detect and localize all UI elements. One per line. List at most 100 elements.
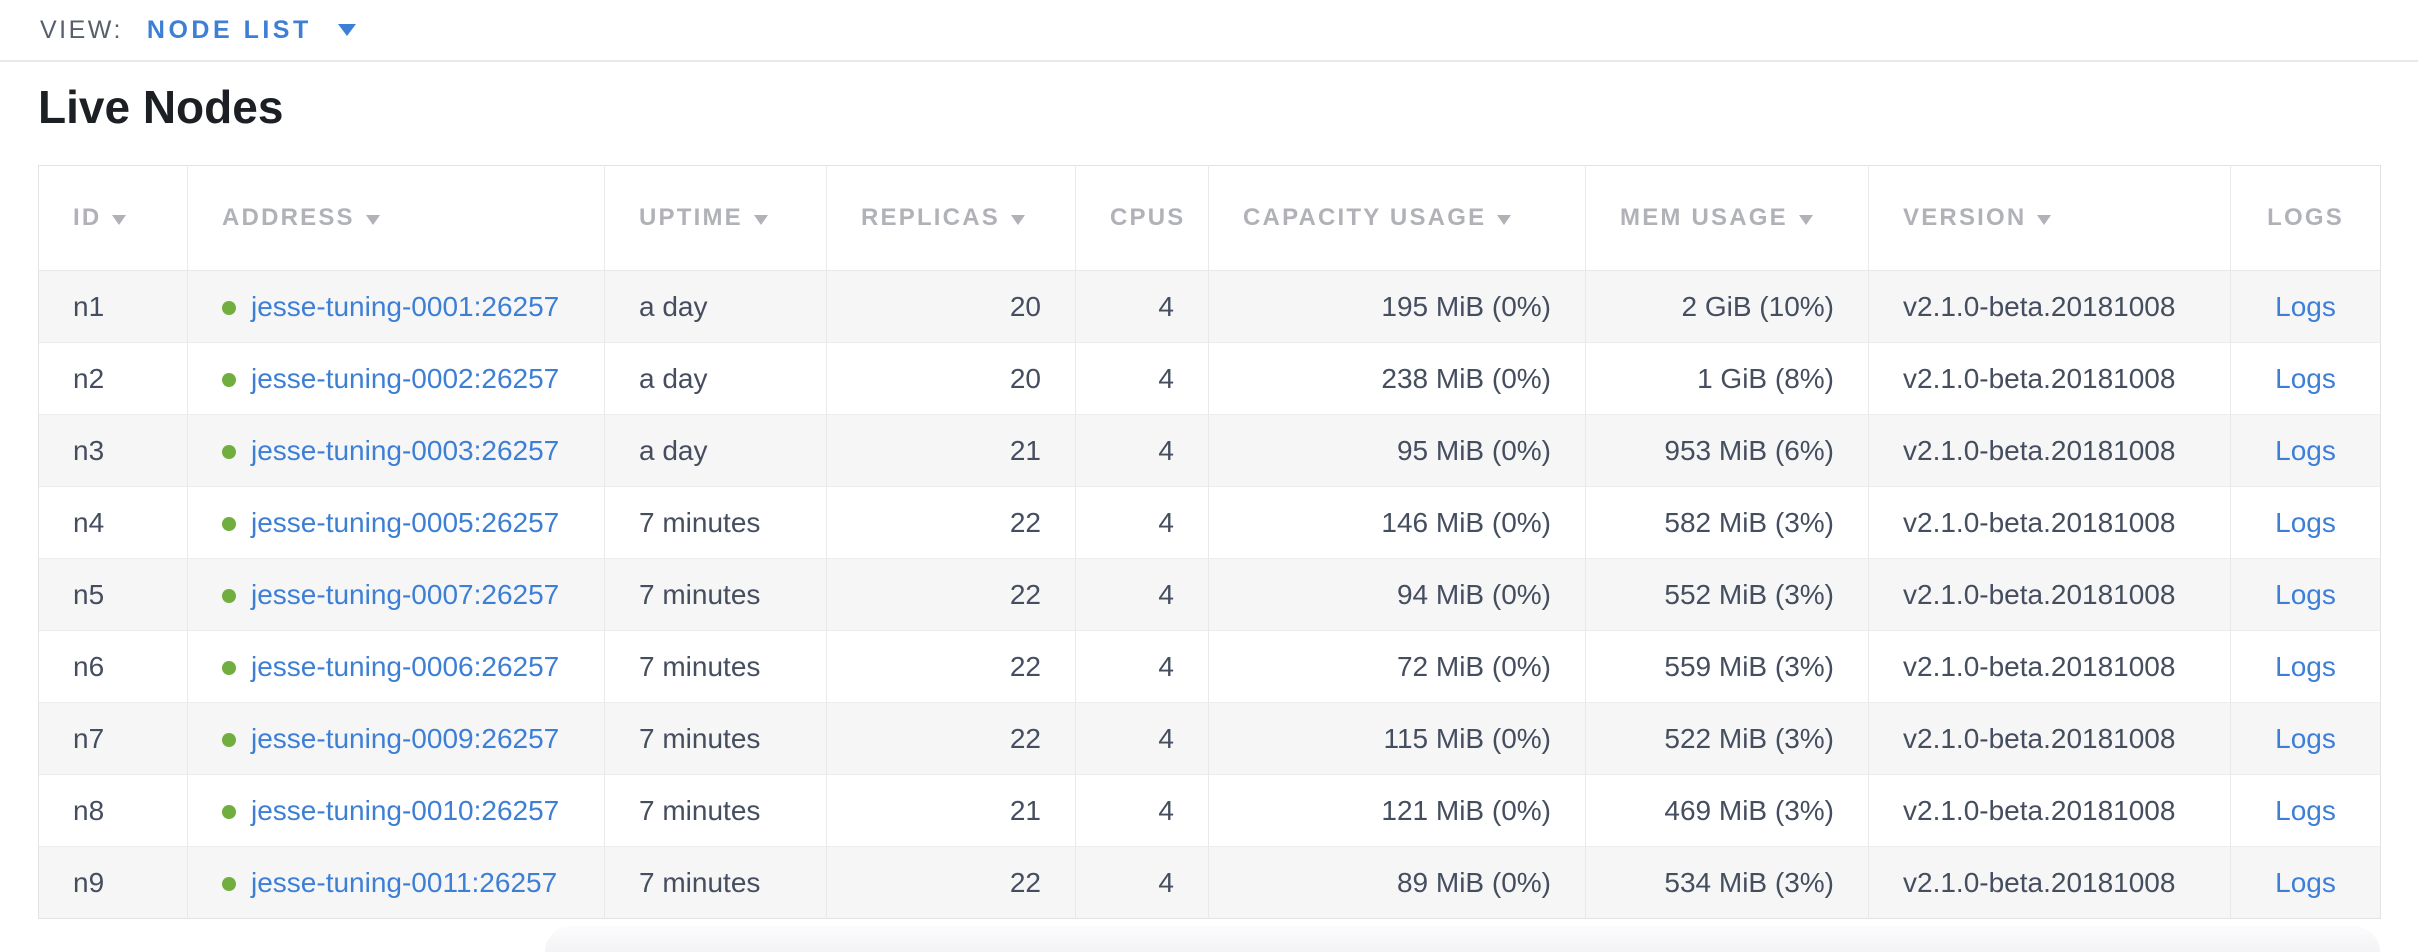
node-id-cell: n7: [39, 703, 188, 775]
view-select-value: NODE LIST: [147, 16, 312, 45]
status-dot-icon: [222, 301, 236, 315]
status-dot-icon: [222, 589, 236, 603]
node-id-cell: n9: [39, 847, 188, 919]
table-row: n4 jesse-tuning-0005:26257 7 minutes 22 …: [39, 487, 2381, 559]
node-uptime-cell: a day: [605, 271, 827, 343]
node-logs-link[interactable]: Logs: [2275, 291, 2336, 322]
node-mem-cell: 1 GiB (8%): [1586, 343, 1869, 415]
node-mem-cell: 2 GiB (10%): [1586, 271, 1869, 343]
column-header-replicas[interactable]: REPLICAS: [827, 166, 1076, 271]
sort-arrow-icon: [366, 215, 380, 225]
node-cpus-cell: 4: [1076, 271, 1209, 343]
node-address-link[interactable]: jesse-tuning-0003:26257: [251, 435, 559, 466]
status-dot-icon: [222, 661, 236, 675]
node-logs-link[interactable]: Logs: [2275, 795, 2336, 826]
node-version-cell: v2.1.0-beta.20181008: [1869, 415, 2231, 487]
node-uptime-cell: 7 minutes: [605, 487, 827, 559]
node-address-link[interactable]: jesse-tuning-0002:26257: [251, 363, 559, 394]
sort-arrow-icon: [1011, 215, 1025, 225]
node-logs-cell: Logs: [2231, 775, 2381, 847]
node-cpus-cell: 4: [1076, 703, 1209, 775]
sort-arrow-icon: [2037, 215, 2051, 225]
node-mem-cell: 534 MiB (3%): [1586, 847, 1869, 919]
node-capacity-cell: 146 MiB (0%): [1209, 487, 1586, 559]
view-select-dropdown[interactable]: NODE LIST: [147, 16, 356, 45]
node-address-cell: jesse-tuning-0001:26257: [188, 271, 605, 343]
node-address-cell: jesse-tuning-0011:26257: [188, 847, 605, 919]
page-title: Live Nodes: [38, 84, 2418, 130]
status-dot-icon: [222, 805, 236, 819]
table-row: n2 jesse-tuning-0002:26257 a day 20 4 23…: [39, 343, 2381, 415]
node-uptime-cell: a day: [605, 415, 827, 487]
sort-arrow-icon: [112, 215, 126, 225]
node-logs-link[interactable]: Logs: [2275, 723, 2336, 754]
column-header-mem-usage[interactable]: MEM USAGE: [1586, 166, 1869, 271]
node-address-cell: jesse-tuning-0005:26257: [188, 487, 605, 559]
node-id-cell: n8: [39, 775, 188, 847]
chevron-down-icon: [338, 24, 356, 36]
node-version-cell: v2.1.0-beta.20181008: [1869, 775, 2231, 847]
node-mem-cell: 582 MiB (3%): [1586, 487, 1869, 559]
node-address-link[interactable]: jesse-tuning-0006:26257: [251, 651, 559, 682]
node-logs-link[interactable]: Logs: [2275, 651, 2336, 682]
node-cpus-cell: 4: [1076, 487, 1209, 559]
node-logs-link[interactable]: Logs: [2275, 435, 2336, 466]
node-logs-link[interactable]: Logs: [2275, 867, 2336, 898]
node-logs-link[interactable]: Logs: [2275, 507, 2336, 538]
node-version-cell: v2.1.0-beta.20181008: [1869, 631, 2231, 703]
node-address-cell: jesse-tuning-0003:26257: [188, 415, 605, 487]
node-id-cell: n4: [39, 487, 188, 559]
node-mem-cell: 469 MiB (3%): [1586, 775, 1869, 847]
node-address-link[interactable]: jesse-tuning-0005:26257: [251, 507, 559, 538]
node-cpus-cell: 4: [1076, 847, 1209, 919]
node-cpus-cell: 4: [1076, 775, 1209, 847]
node-version-cell: v2.1.0-beta.20181008: [1869, 703, 2231, 775]
column-header-uptime[interactable]: UPTIME: [605, 166, 827, 271]
node-logs-cell: Logs: [2231, 487, 2381, 559]
node-id-cell: n5: [39, 559, 188, 631]
column-header-address[interactable]: ADDRESS: [188, 166, 605, 271]
node-address-link[interactable]: jesse-tuning-0007:26257: [251, 579, 559, 610]
node-capacity-cell: 121 MiB (0%): [1209, 775, 1586, 847]
view-bar: VIEW: NODE LIST: [0, 0, 2418, 62]
node-logs-link[interactable]: Logs: [2275, 363, 2336, 394]
node-mem-cell: 552 MiB (3%): [1586, 559, 1869, 631]
node-logs-cell: Logs: [2231, 415, 2381, 487]
node-mem-cell: 559 MiB (3%): [1586, 631, 1869, 703]
node-address-link[interactable]: jesse-tuning-0001:26257: [251, 291, 559, 322]
table-header-row: ID ADDRESS UPTIME REPLICAS CPUS CAPACITY…: [39, 166, 2381, 271]
node-logs-link[interactable]: Logs: [2275, 579, 2336, 610]
table-row: n3 jesse-tuning-0003:26257 a day 21 4 95…: [39, 415, 2381, 487]
node-logs-cell: Logs: [2231, 271, 2381, 343]
node-cpus-cell: 4: [1076, 631, 1209, 703]
node-version-cell: v2.1.0-beta.20181008: [1869, 487, 2231, 559]
node-address-link[interactable]: jesse-tuning-0009:26257: [251, 723, 559, 754]
sort-arrow-icon: [1497, 215, 1511, 225]
sort-arrow-icon: [1799, 215, 1813, 225]
status-dot-icon: [222, 373, 236, 387]
status-dot-icon: [222, 877, 236, 891]
status-dot-icon: [222, 733, 236, 747]
status-dot-icon: [222, 445, 236, 459]
node-address-cell: jesse-tuning-0006:26257: [188, 631, 605, 703]
column-header-version[interactable]: VERSION: [1869, 166, 2231, 271]
node-uptime-cell: a day: [605, 343, 827, 415]
node-address-link[interactable]: jesse-tuning-0010:26257: [251, 795, 559, 826]
node-uptime-cell: 7 minutes: [605, 775, 827, 847]
column-header-capacity-usage[interactable]: CAPACITY USAGE: [1209, 166, 1586, 271]
node-capacity-cell: 238 MiB (0%): [1209, 343, 1586, 415]
node-capacity-cell: 95 MiB (0%): [1209, 415, 1586, 487]
table-row: n6 jesse-tuning-0006:26257 7 minutes 22 …: [39, 631, 2381, 703]
node-id-cell: n3: [39, 415, 188, 487]
table-row: n9 jesse-tuning-0011:26257 7 minutes 22 …: [39, 847, 2381, 919]
node-logs-cell: Logs: [2231, 703, 2381, 775]
column-header-id[interactable]: ID: [39, 166, 188, 271]
node-uptime-cell: 7 minutes: [605, 847, 827, 919]
node-replicas-cell: 22: [827, 847, 1076, 919]
node-address-link[interactable]: jesse-tuning-0011:26257: [251, 867, 557, 898]
node-logs-cell: Logs: [2231, 343, 2381, 415]
table-row: n8 jesse-tuning-0010:26257 7 minutes 21 …: [39, 775, 2381, 847]
node-address-cell: jesse-tuning-0002:26257: [188, 343, 605, 415]
column-header-cpus: CPUS: [1076, 166, 1209, 271]
node-cpus-cell: 4: [1076, 343, 1209, 415]
